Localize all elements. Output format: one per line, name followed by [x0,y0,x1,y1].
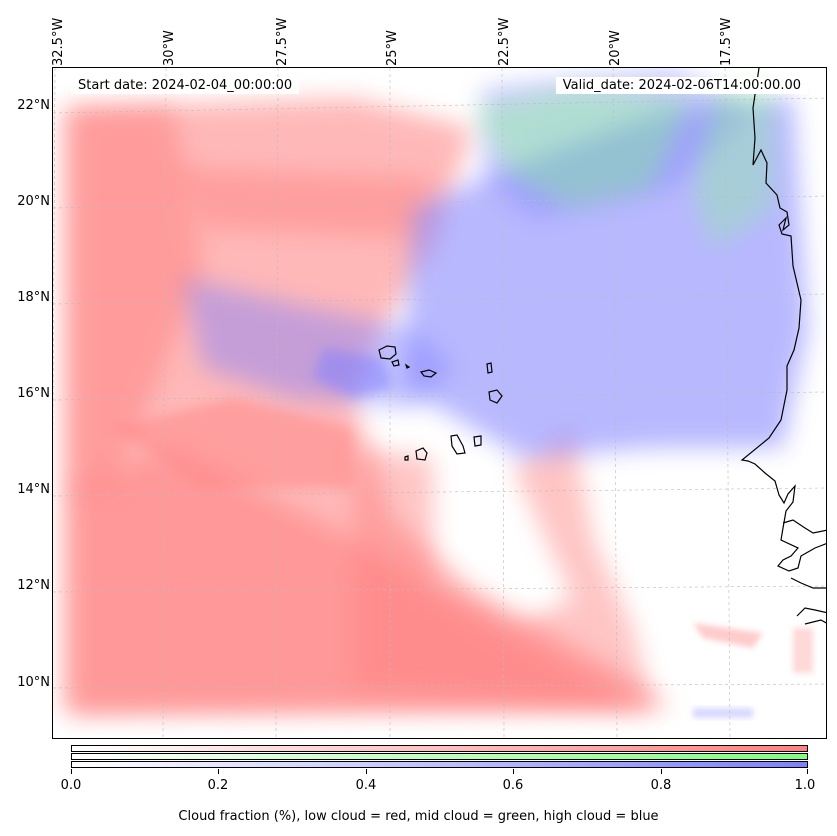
lon-label-17-5w: 17.5°W [719,17,734,66]
lon-label-27-5w: 27.5°W [275,17,290,66]
colorbar-tick-mark [366,769,367,774]
colorbar-tick-0-8: 0.8 [650,778,672,793]
colorbar-label: Cloud fraction (%), low cloud = red, mid… [178,809,659,824]
lon-label-32-5w: 32.5°W [51,17,66,66]
lat-label-18n: 18°N [17,290,50,305]
cape-verde-islands [378,345,503,461]
mid-cloud-field [473,88,773,248]
colorbar-mid-cloud [71,753,808,760]
lat-label-12n: 12°N [17,578,50,593]
lat-label-22n: 22°N [17,98,50,113]
colorbar-low-cloud [71,745,808,752]
lat-label-20n: 20°N [17,194,50,209]
colorbar-tick-0-4: 0.4 [355,778,377,793]
colorbar-high-cloud [71,761,808,768]
africa-coastline [740,68,826,625]
colorbar-tick-mark [513,769,514,774]
lon-label-25w: 25°W [385,30,400,66]
colorbar-tick-1: 1.0 [794,778,816,793]
lat-label-16n: 16°N [17,386,50,401]
low-cloud-field [63,98,813,713]
colorbar-tick-0: 0.0 [60,778,82,793]
graticule [53,68,826,738]
map-canvas [53,68,826,738]
valid-date-label: Valid_date: 2024-02-06T14:00:00.00 [555,77,808,94]
colorbar-tick-0-6: 0.6 [502,778,524,793]
lat-label-10n: 10°N [17,675,50,690]
cloud-fraction-map: Start date: 2024-02-04_00:00:00 Valid_da… [52,67,827,739]
colorbar-tick-mark [71,769,72,774]
start-date-label: Start date: 2024-02-04_00:00:00 [71,77,300,94]
colorbar [71,745,808,769]
lon-label-20w: 20°W [608,30,623,66]
colorbar-tick-0-2: 0.2 [207,778,229,793]
colorbar-tick-mark [807,769,808,774]
colorbar-tick-mark [661,769,662,774]
lon-label-30w: 30°W [162,30,177,66]
colorbar-tick-mark [218,769,219,774]
lon-label-22-5w: 22.5°W [497,17,512,66]
lat-label-14n: 14°N [17,482,50,497]
